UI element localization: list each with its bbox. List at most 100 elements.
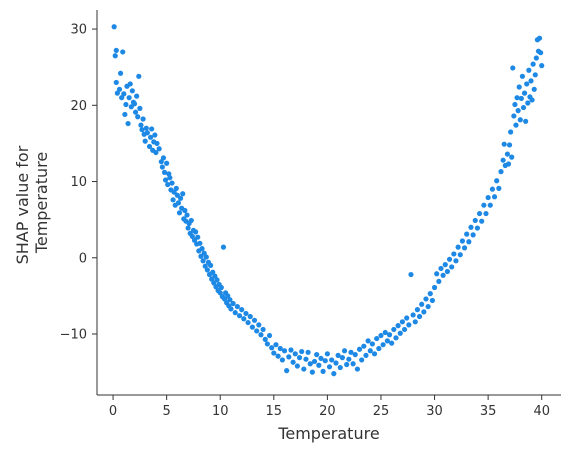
scatter-point	[423, 296, 429, 302]
y-tick-label: 10	[70, 175, 87, 190]
scatter-point	[485, 194, 491, 201]
scatter-point	[524, 81, 530, 87]
scatter-point	[153, 149, 159, 156]
scatter-point	[140, 116, 146, 122]
scatter-point	[371, 351, 378, 357]
scatter-point	[113, 79, 119, 86]
scatter-point	[197, 240, 203, 246]
scatter-point	[412, 319, 418, 325]
scatter-point	[271, 350, 277, 356]
scatter-point	[518, 95, 524, 102]
scatter-point	[429, 297, 436, 304]
scatter-point	[254, 328, 260, 334]
scatter-point	[512, 101, 518, 108]
scatter-point	[444, 268, 451, 275]
scatter-point	[438, 265, 444, 272]
scatter-point	[256, 322, 262, 328]
scatter-point	[303, 356, 309, 362]
scatter-point	[434, 271, 440, 277]
scatter-point	[337, 364, 343, 371]
scatter-point	[169, 180, 175, 186]
scatter-point	[510, 65, 516, 71]
scatter-point	[481, 202, 487, 208]
scatter-point	[416, 313, 423, 320]
scatter-point	[414, 307, 421, 313]
scatter-point	[201, 250, 207, 256]
scatter-point	[182, 207, 188, 214]
scatter-point	[476, 210, 483, 217]
scatter-point	[380, 342, 386, 348]
scatter-point	[125, 120, 131, 127]
scatter-point	[513, 122, 519, 128]
x-axis-label: Temperature	[277, 424, 379, 443]
scatter-point	[156, 146, 162, 152]
scatter-point	[491, 194, 498, 200]
scatter-point	[228, 306, 234, 312]
scatter-point	[504, 151, 511, 157]
scatter-point	[365, 338, 371, 344]
scatter-point	[143, 125, 149, 131]
scatter-point	[350, 361, 356, 367]
scatter-point	[139, 127, 145, 133]
scatter-point	[192, 229, 199, 235]
scatter-point	[341, 348, 348, 354]
scatter-point	[455, 244, 461, 250]
x-tick-label: 10	[212, 404, 229, 419]
scatter-point	[185, 225, 191, 231]
scatter-point	[464, 231, 470, 237]
scatter-point	[199, 246, 205, 252]
scatter-point	[210, 269, 216, 275]
scatter-point	[251, 317, 258, 323]
scatter-point	[487, 202, 493, 208]
y-axis-label-line-1: SHAP value for	[13, 145, 32, 264]
scatter-point	[173, 185, 179, 191]
scatter-point	[161, 169, 168, 175]
scatter-point	[121, 91, 127, 97]
scatter-point	[470, 232, 476, 238]
scatter-point	[446, 256, 453, 262]
scatter-point	[311, 358, 318, 365]
y-tick-label: 0	[79, 251, 87, 266]
scatter-point	[147, 134, 154, 140]
y-ticks: −10 0 10 20 30	[60, 23, 97, 343]
scatter-point	[247, 313, 253, 320]
scatter-point	[249, 324, 255, 330]
scatter-point	[152, 132, 158, 138]
scatter-point	[307, 361, 313, 367]
scatter-point	[207, 262, 214, 268]
x-tick-label: 15	[266, 404, 283, 419]
scatter-point	[367, 348, 373, 354]
scatter-point	[511, 113, 517, 119]
scatter-point	[333, 360, 339, 366]
scatter-point	[526, 67, 532, 73]
scatter-point	[162, 177, 169, 183]
scatter-point	[241, 316, 247, 322]
scatter-point	[320, 368, 326, 374]
scatter-point	[144, 130, 150, 136]
scatter-point	[136, 73, 142, 79]
scatter-point	[112, 53, 118, 59]
scatter-point	[514, 95, 520, 101]
scatter-point	[395, 323, 401, 329]
scatter-point	[175, 200, 182, 206]
scatter-point	[496, 185, 502, 191]
scatter-point	[348, 349, 354, 355]
scatter-point	[442, 262, 448, 268]
scatter-point	[269, 345, 275, 351]
scatter-point	[427, 291, 433, 297]
scatter-point	[164, 160, 170, 166]
x-ticks: 0 5 10 15 20 25 30 35 40	[109, 395, 550, 419]
scatter-point	[180, 191, 186, 197]
scatter-point	[203, 254, 209, 260]
x-tick-label: 40	[533, 404, 550, 419]
scatter-point	[292, 351, 298, 357]
scatter-point	[154, 140, 160, 147]
scatter-point	[138, 122, 144, 128]
scatter-point	[299, 348, 305, 355]
scatter-point	[531, 86, 537, 92]
scatter-point	[135, 114, 141, 120]
scatter-point	[363, 352, 369, 358]
scatter-point	[515, 108, 521, 114]
scatter-point	[281, 348, 288, 354]
